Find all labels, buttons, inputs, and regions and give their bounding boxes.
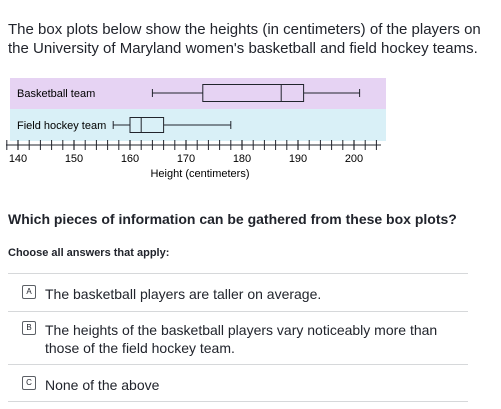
basketball-row-label: Basketball team: [17, 88, 95, 100]
x-axis-tick-label: 180: [233, 153, 251, 165]
x-axis-tick-label: 150: [65, 153, 83, 165]
x-axis-tick-labels: 140 150 160 170 180 190 200: [9, 153, 363, 165]
choice-c-letter: C: [22, 376, 36, 390]
instruction-text: Choose all answers that apply:: [8, 247, 170, 259]
box-iqr: [202, 84, 305, 102]
x-axis-title: Height (centimeters): [150, 168, 249, 180]
choice-a-letter: A: [22, 285, 36, 299]
x-axis-tick-label: 190: [289, 153, 307, 165]
choice-a-text: The basketball players are taller on ave…: [45, 286, 322, 302]
choice-b-letter: B: [22, 321, 36, 335]
box-plot-chart: Basketball team Field hockey team 140 150…: [6, 78, 386, 180]
choice-b-text: The heights of the basketball players va…: [45, 322, 438, 356]
x-axis-tick-label: 140: [9, 153, 27, 165]
x-axis-tick-label: 200: [345, 153, 363, 165]
field-hockey-row-label: Field hockey team: [17, 120, 106, 132]
box-iqr: [129, 117, 165, 133]
choice-c[interactable]: C None of the above: [8, 364, 468, 402]
question-intro: The box plots below show the heights (in…: [8, 21, 481, 57]
choice-b[interactable]: B The heights of the basketball players …: [8, 311, 468, 364]
x-axis-tick-label: 170: [177, 153, 195, 165]
x-axis-ticks: [6, 140, 377, 150]
field-hockey-box-plot: [112, 117, 232, 133]
question-text: Which pieces of information can be gathe…: [8, 211, 457, 227]
choice-c-text: None of the above: [45, 377, 160, 393]
choice-a[interactable]: A The basketball players are taller on a…: [8, 273, 468, 309]
basketball-box-plot: [151, 84, 361, 102]
x-axis-tick-label: 160: [121, 153, 139, 165]
